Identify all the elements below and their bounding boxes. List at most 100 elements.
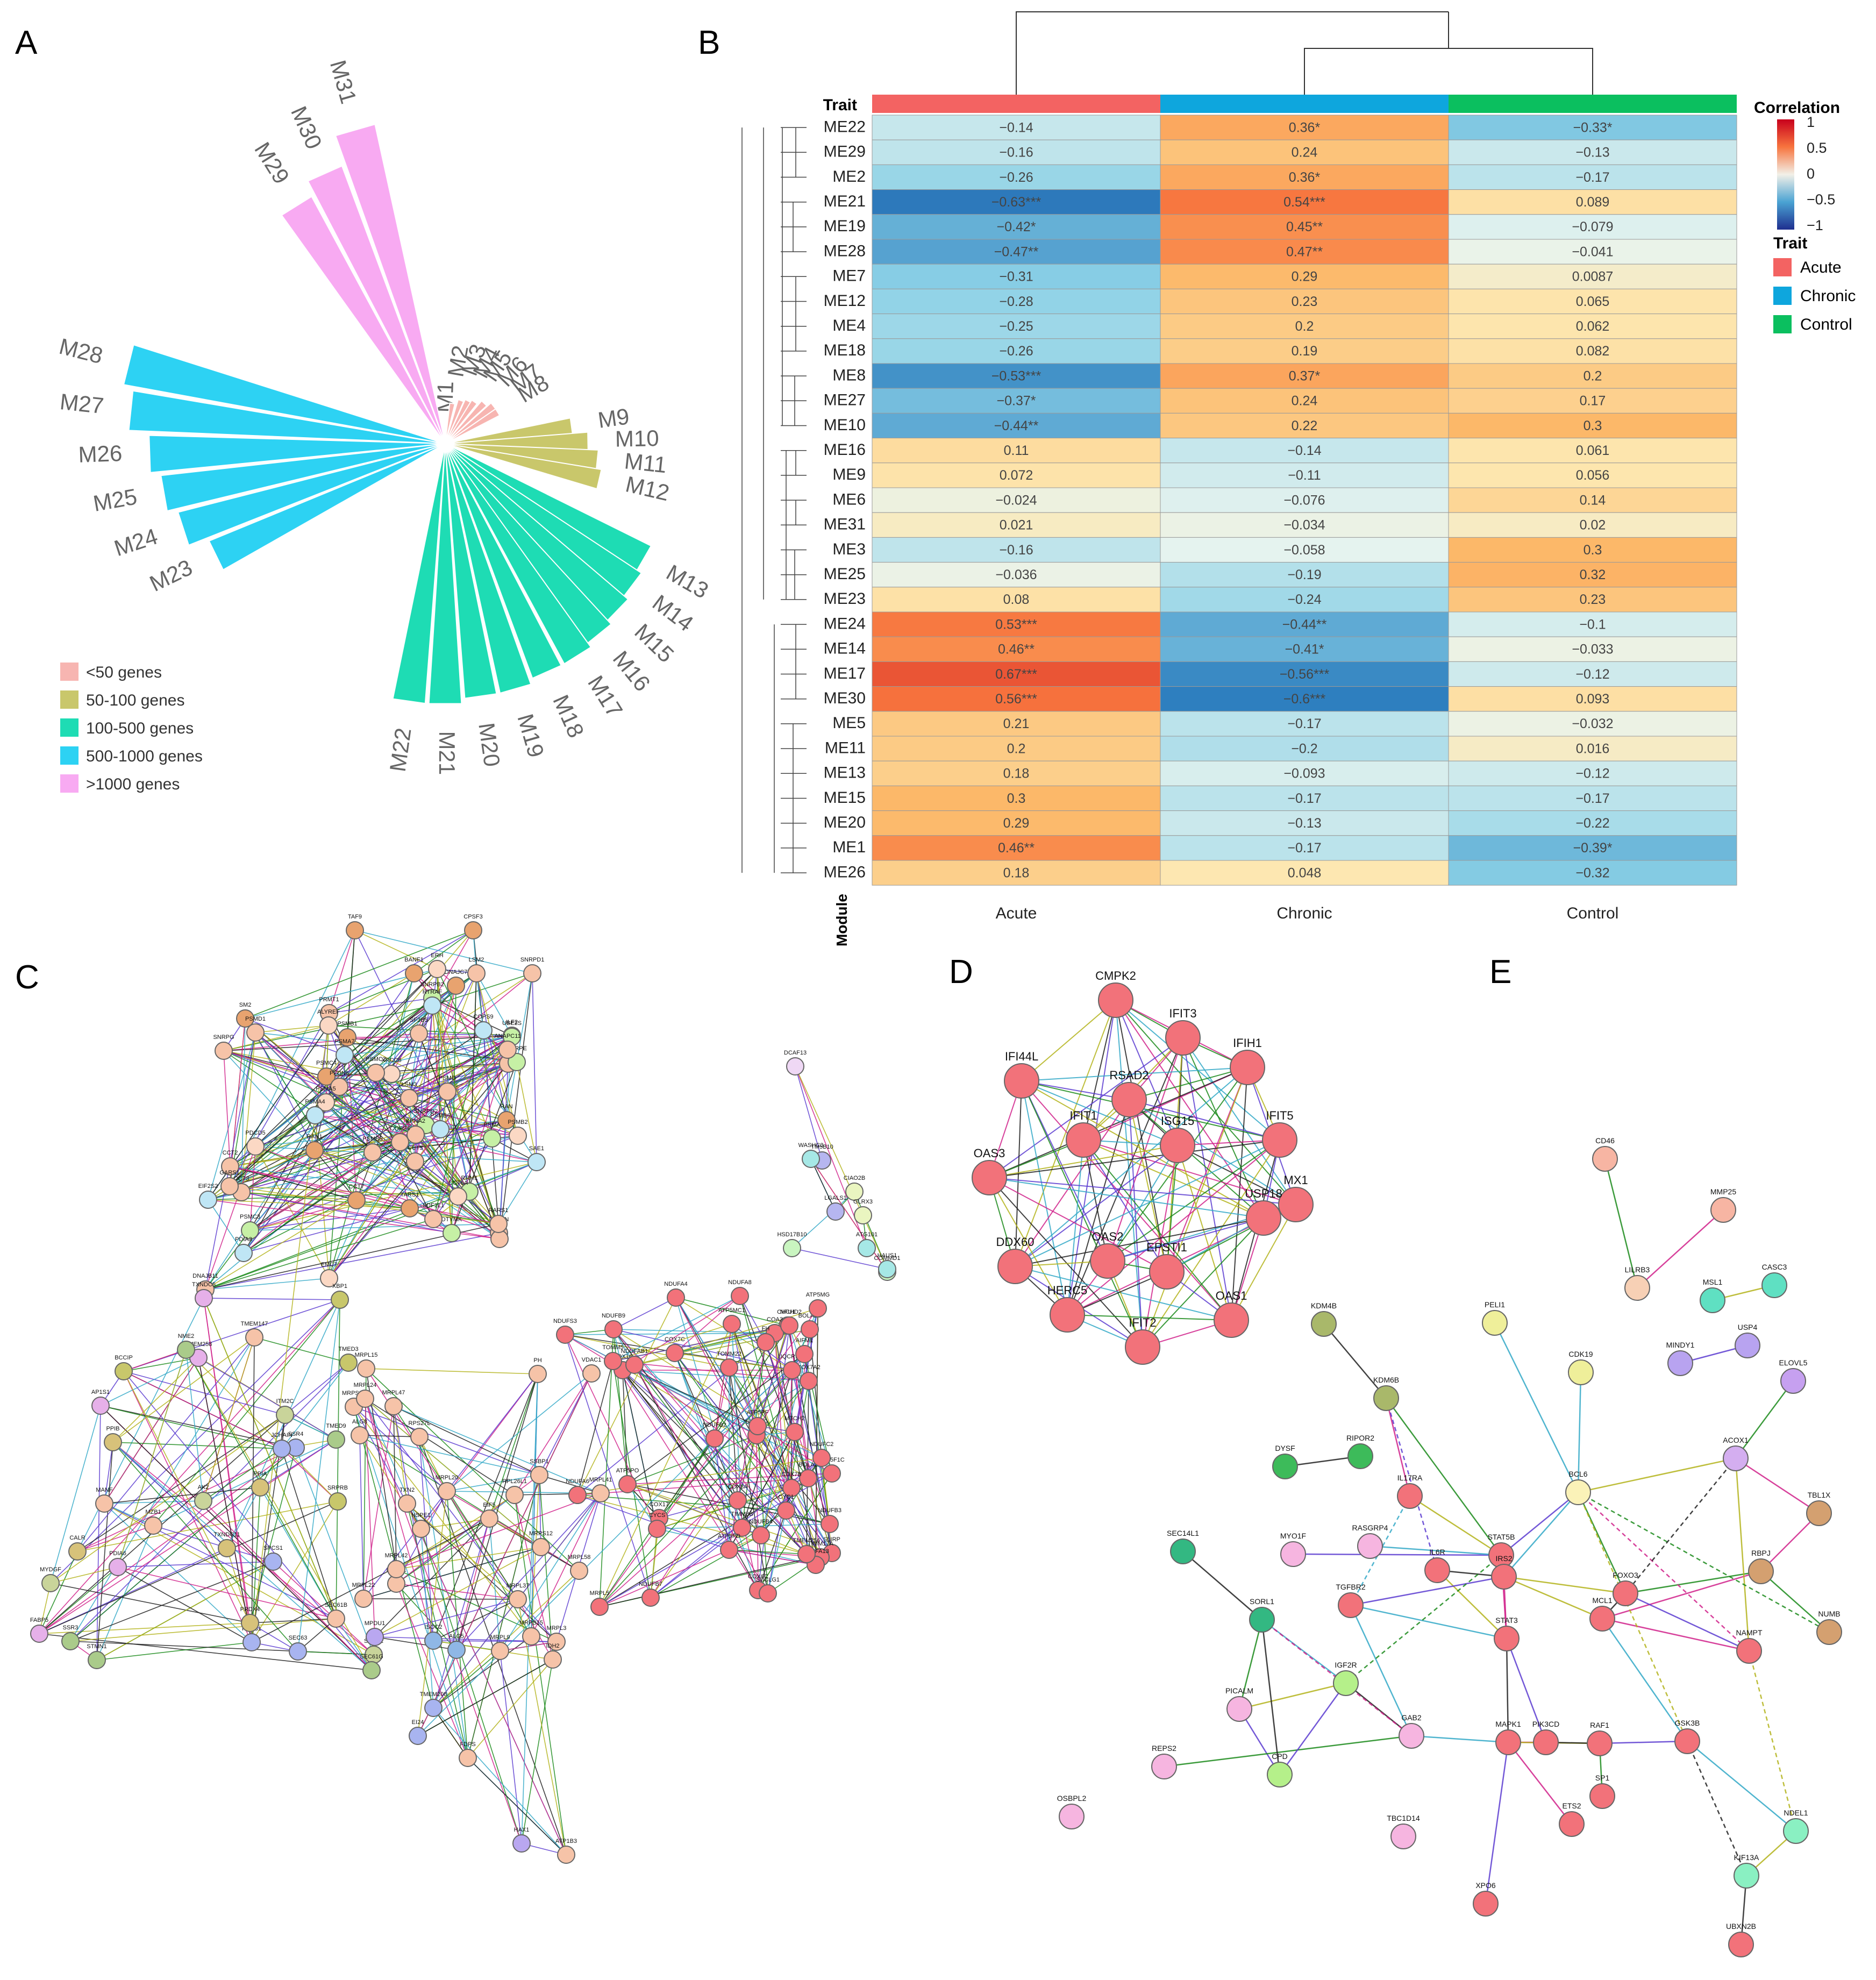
bar-m19: [445, 443, 532, 694]
node-cops9: [474, 1021, 493, 1039]
cell-label-me14-chronic: −0.41*: [1285, 642, 1324, 657]
cell-label-me23-chronic: −0.24: [1287, 592, 1321, 607]
edge: [96, 1442, 113, 1661]
node-label-gsk3b: GSK3B: [1675, 1719, 1700, 1727]
edge: [795, 1066, 888, 1270]
bar-label-m30: M30: [286, 102, 327, 153]
node-label-hsd17b10: HSD17B10: [777, 1231, 807, 1238]
edge: [417, 1438, 715, 1736]
node-label-mapk1: MAPK1: [1495, 1720, 1521, 1728]
cell-me16-acute: [872, 438, 1161, 464]
cell-label-me17-control: −0.12: [1575, 667, 1609, 682]
cell-me19-acute: [872, 214, 1161, 240]
cell-label-me4-acute: −0.25: [999, 319, 1033, 334]
edge: [456, 1373, 538, 1650]
node-mmp25: [1710, 1197, 1736, 1223]
node-label-ndufb9: NDUFB9: [602, 1313, 625, 1319]
row-label-me7: ME7: [832, 267, 866, 285]
node-isg15: [1160, 1128, 1195, 1163]
node-oas3: [972, 1160, 1007, 1195]
edge: [514, 1494, 567, 1855]
bar-label-m31: M31: [325, 58, 362, 106]
cell-me2-chronic: [1160, 164, 1449, 190]
edge: [447, 1091, 499, 1224]
node-label-cox7b: COX7B: [781, 1471, 801, 1478]
cell-label-me12-control: 0.065: [1576, 294, 1610, 309]
row-label-me28: ME28: [824, 242, 866, 260]
node-label-casc3: CASC3: [1762, 1263, 1787, 1271]
node-label-foxo3: FOXO3: [1613, 1571, 1638, 1579]
cell-label-me23-control: 0.23: [1580, 592, 1606, 607]
edge: [1437, 1570, 1507, 1639]
edge: [1411, 1735, 1509, 1743]
edge: [565, 1334, 730, 1368]
node-hspe1: [412, 1520, 430, 1538]
node-label-cox6c: COX6C: [748, 1573, 768, 1580]
edge: [1760, 1513, 1820, 1572]
row-label-me17: ME17: [824, 665, 866, 682]
edge: [339, 1086, 373, 1153]
bar-m20: [445, 443, 497, 699]
node-dcaf13: [786, 1057, 804, 1076]
node-label-usp4: USP4: [1738, 1323, 1758, 1331]
node-mrpl9: [491, 1642, 509, 1660]
node-label-calr: CALR: [69, 1535, 85, 1541]
cell-label-me30-chronic: −0.6***: [1283, 692, 1326, 707]
edge: [1625, 1458, 1736, 1594]
edge: [325, 1049, 508, 1103]
node-manf: [95, 1494, 113, 1513]
edge: [446, 1475, 540, 1492]
edge: [39, 1439, 337, 1634]
cell-me11-chronic: [1160, 736, 1449, 761]
edge: [612, 1295, 740, 1362]
node-ei24: [409, 1727, 427, 1745]
edge: [205, 1161, 416, 1290]
edge: [433, 1707, 468, 1758]
edge: [186, 1349, 338, 1502]
cell-me14-control: [1448, 636, 1737, 662]
node-label-ifit2: IFIT2: [1129, 1316, 1156, 1329]
node-label-bccip: BCCIP: [115, 1355, 133, 1361]
edge: [729, 1367, 832, 1554]
edge: [230, 1166, 499, 1224]
cell-label-me10-control: 0.3: [1583, 418, 1602, 433]
node-cct2: [221, 1157, 239, 1176]
node-xbp1: [331, 1291, 349, 1309]
cell-label-me29-control: −0.13: [1575, 145, 1609, 160]
cell-me9-control: [1448, 462, 1737, 488]
edge: [96, 1642, 252, 1661]
node-pdia6: [109, 1558, 127, 1576]
node-label-atp5pf: ATP5PF: [747, 1409, 769, 1416]
node-label-alyref: ALYREF: [317, 1009, 340, 1015]
edge: [123, 1357, 199, 1372]
cell-label-me21-chronic: 0.54***: [1283, 195, 1325, 210]
edge: [659, 1370, 793, 1519]
edge: [325, 1102, 416, 1135]
row-label-me6: ME6: [832, 490, 866, 508]
netC-edges: [39, 930, 888, 1855]
cell-label-me6-control: 0.14: [1580, 493, 1606, 508]
node-rsad2: [1111, 1082, 1147, 1117]
edge: [314, 1150, 459, 1197]
edge: [729, 1342, 766, 1550]
edge: [77, 1447, 296, 1552]
node-label-oas3: OAS3: [974, 1146, 1005, 1160]
edge: [446, 1373, 592, 1492]
edge: [374, 1518, 490, 1637]
node-label-snrpd1: SNRPD1: [520, 957, 545, 963]
node-label-tmem208: TMEM208: [420, 1691, 447, 1698]
node-mrpl24: [356, 1390, 374, 1408]
bar-label-m27: M27: [59, 389, 105, 418]
edge: [241, 1032, 256, 1193]
node-tbl1x: [1806, 1500, 1832, 1526]
node-spcs1: [264, 1552, 282, 1571]
edge: [1748, 1650, 1797, 1832]
edge: [112, 1357, 199, 1443]
node-label-psmd: PSMD: [439, 1075, 456, 1081]
node-label-alg5: ALG5: [449, 1633, 464, 1640]
edge: [249, 1135, 518, 1231]
edge: [489, 1373, 538, 1519]
cell-me30-chronic: [1160, 686, 1449, 712]
node-label-mindy1: MINDY1: [1666, 1341, 1695, 1349]
edge: [674, 1352, 787, 1511]
